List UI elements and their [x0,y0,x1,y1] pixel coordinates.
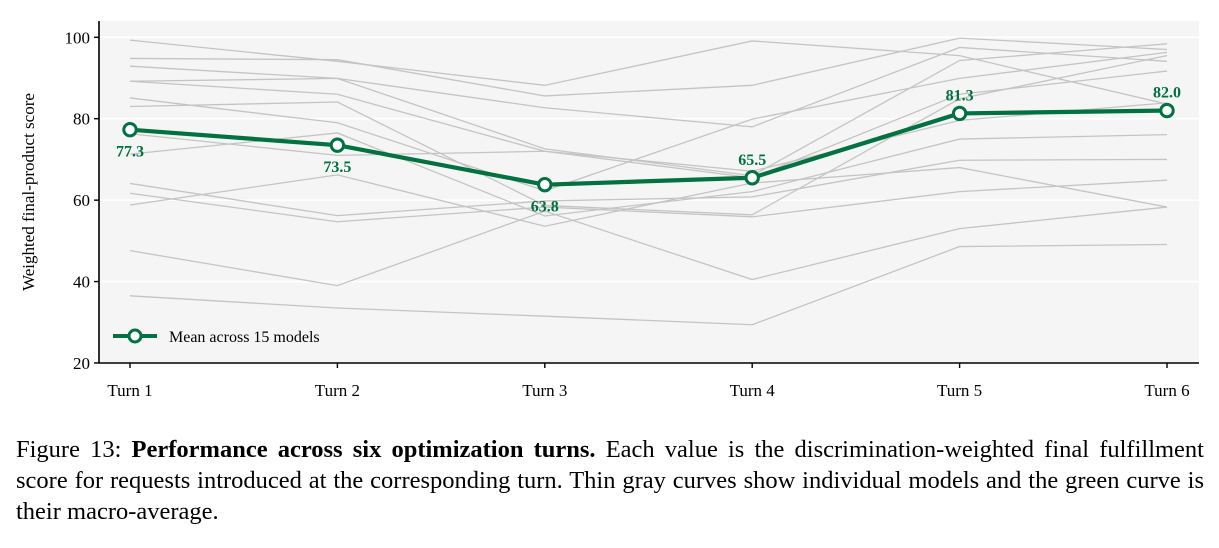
y-tick-label: 100 [65,28,91,47]
x-tick-label: Turn 2 [315,381,360,400]
individual-model-line [129,37,1168,97]
individual-model-line [129,179,1168,223]
individual-model-line [129,43,1168,177]
individual-model-line [129,39,1168,105]
axes [98,21,1199,364]
data-label: 81.3 [946,87,974,104]
data-label: 82.0 [1153,85,1181,102]
mean-marker [329,137,346,153]
legend: Mean across 15 models [104,318,364,356]
x-ticks: Turn 1 Turn 2 Turn 3 Turn 4 Turn 5 Turn 6 [107,363,1190,400]
data-label: 63.8 [531,199,559,216]
individual-model-lines [129,37,1168,326]
caption-text: Each value is the discrimination-weighte… [16,436,1204,525]
mean-marker [951,105,968,122]
individual-model-line [129,46,1168,128]
data-labels: 77.3 73.5 63.8 65.5 81.3 82.0 [116,85,1181,216]
mean-marker [1159,102,1175,119]
x-tick-label: Turn 3 [522,381,567,400]
mean-series [122,102,1175,193]
individual-model-line [129,132,1168,217]
x-tick-label: Turn 1 [107,381,152,400]
gridlines [99,36,1199,283]
individual-model-line [129,206,1168,287]
plot-background [99,21,1199,363]
x-tick-label: Turn 5 [937,381,982,400]
y-ticks: 20 40 60 80 100 [65,28,99,373]
individual-model-line [129,70,1168,179]
legend-marker-swatch [127,328,143,344]
y-tick-label: 80 [73,110,90,129]
data-label: 77.3 [116,144,144,161]
mean-line [129,108,1168,187]
individual-model-line [129,102,1168,172]
mean-marker [122,122,138,138]
y-tick-label: 20 [73,354,90,373]
y-tick-label: 60 [73,191,90,210]
y-axis-label: Weighted final-product score [19,93,38,291]
y-tick-label: 40 [73,273,90,292]
x-tick-label: Turn 6 [1144,381,1189,400]
individual-model-line [129,243,1168,326]
figure-caption: Figure 13: Performance across six optimi… [16,434,1204,527]
individual-model-line [129,158,1168,217]
mean-marker [537,176,553,193]
legend-label: Mean across 15 models [169,329,320,346]
mean-marker [744,170,760,186]
x-tick-label: Turn 4 [730,381,776,400]
individual-model-line [129,54,1168,216]
individual-model-line [129,51,1168,192]
caption-bold-title: Performance across six optimization turn… [131,436,596,463]
individual-model-line [129,166,1168,227]
data-label: 65.5 [738,152,766,169]
line-chart: 77.3 73.5 63.8 65.5 81.3 82.0 20 40 60 80 100 Tur… [19,21,1199,400]
caption-prefix: Figure 13: [16,436,132,463]
data-label: 73.5 [323,159,351,176]
